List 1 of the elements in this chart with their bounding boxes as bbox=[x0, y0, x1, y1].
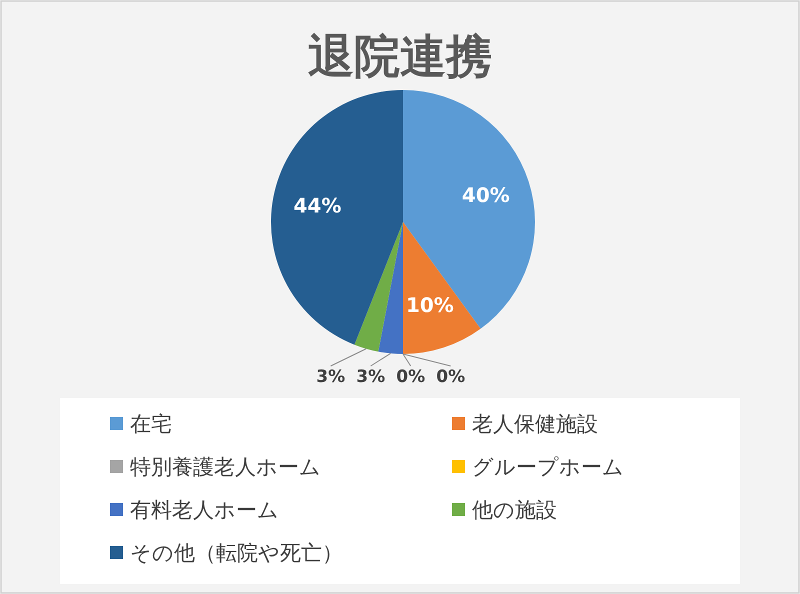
title: 退院連携 bbox=[308, 29, 492, 83]
